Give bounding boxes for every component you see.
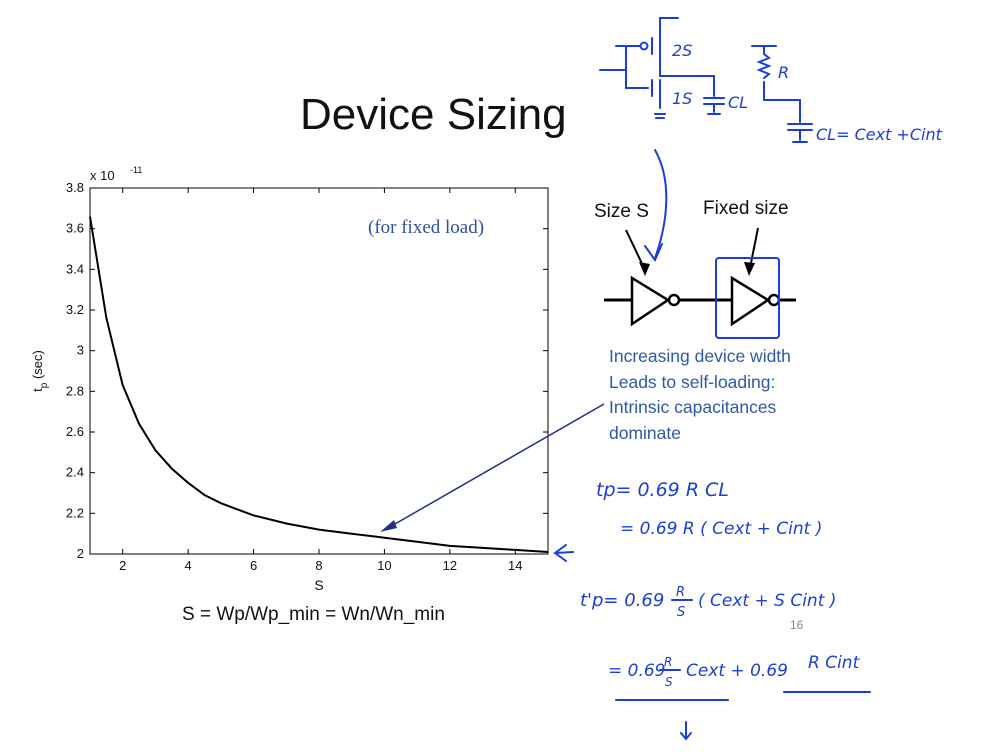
hw-eq1: tp= 0.69 R CL <box>596 479 729 501</box>
fixed-load-annotation: (for fixed load) <box>368 217 485 238</box>
self-loading-caption: Increasing device width Leads to self-lo… <box>609 344 791 446</box>
hw-eq3-num: R <box>676 585 685 600</box>
down-arrow-curve <box>654 149 668 259</box>
fixed-size-box <box>715 257 780 339</box>
x-tick-label: 12 <box>443 558 457 573</box>
caption-line: dominate <box>609 422 681 443</box>
y-exponent-power: -11 <box>130 165 142 175</box>
fixed-size-label: Fixed size <box>703 198 789 219</box>
y-tick-label: 2.4 <box>66 465 84 480</box>
hw-eq4-lhs: = 0.69 <box>608 661 666 681</box>
x-tick-label: 4 <box>185 558 192 573</box>
series-line <box>89 216 549 553</box>
hw-eq3-rhs: ( Cext + S Cint ) <box>698 591 836 611</box>
page-number: 16 <box>790 618 804 632</box>
inverter-fixed-bubble <box>767 293 781 307</box>
slide-title: Device Sizing <box>300 90 567 139</box>
inverter-chain-diagram <box>604 227 796 327</box>
x-tick-label: 6 <box>250 558 257 573</box>
inverter-transistor-sketch <box>599 17 725 119</box>
y-exponent-label: x 10 <box>90 168 115 183</box>
y-label-text: tp (sec) <box>30 350 50 392</box>
y-tick-label: 2.8 <box>66 383 84 398</box>
hw-nmos-size: 1S <box>672 89 692 108</box>
x-tick-label: 8 <box>315 558 322 573</box>
caption-line: Leads to self-loading: <box>609 371 776 392</box>
x-tick-label: 10 <box>377 558 391 573</box>
y-tick-label: 2.2 <box>66 505 84 520</box>
y-tick-label: 3.2 <box>66 302 84 317</box>
size-s-label: Size S <box>594 201 649 222</box>
inverter-fixed-symbol <box>730 275 771 327</box>
hw-pmos-size: 2S <box>672 41 692 60</box>
y-tick-label: 3.8 <box>66 180 84 195</box>
hw-load-cap: CL <box>728 93 748 112</box>
y-axis-label: tp (sec) <box>30 350 50 392</box>
rc-model-sketch <box>751 45 813 143</box>
plot-series <box>89 216 549 553</box>
y-tick-label: 3 <box>77 343 84 358</box>
caption-line: Increasing device width <box>609 346 791 366</box>
y-tick-label: 3.4 <box>66 261 84 276</box>
hw-eq4-rhs: R Cint <box>808 653 861 673</box>
down-tick-arrow <box>680 721 692 741</box>
s-definition: S = Wp/Wp_min = Wn/Wn_min <box>182 604 445 625</box>
y-tick-label: 3.6 <box>66 221 84 236</box>
plot-frame <box>89 187 549 555</box>
hw-eq3-lhs: t'p= 0.69 <box>580 590 664 611</box>
hw-eq2: = 0.69 R ( Cext + Cint ) <box>620 519 822 539</box>
tp-vs-s-chart: 2 4 6 8 10 12 14 2 2.2 2.4 2.6 2.8 3 3.2 3.4 3.6 3.8 x 1… <box>30 165 549 593</box>
caption-line: Intrinsic capacitances <box>609 397 777 417</box>
hw-eq4-mid: Cext + 0.69 <box>686 661 788 681</box>
plot-axes <box>89 187 549 555</box>
y-tick-label: 2.6 <box>66 424 84 439</box>
inverter-s-bubble <box>667 293 681 307</box>
hw-resistor: R <box>778 63 789 82</box>
inverter-s-symbol <box>630 275 671 327</box>
x-tick-label: 14 <box>508 558 522 573</box>
plot-ticks: 2 4 6 8 10 12 14 2 2.2 2.4 2.6 2.8 3 3.2 3.4 3.6 3.8 <box>66 180 548 573</box>
hw-cap-formula: CL= Cext +Cint <box>816 125 943 144</box>
y-tick-label: 2 <box>77 546 84 561</box>
hw-eq3-den: S <box>677 605 685 620</box>
x-tick-label: 2 <box>119 558 126 573</box>
hw-eq4-den: S <box>665 675 673 689</box>
hw-eq4-num: R <box>664 655 672 669</box>
down-arrow-head <box>644 243 663 263</box>
x-axis-label: S <box>314 577 323 593</box>
